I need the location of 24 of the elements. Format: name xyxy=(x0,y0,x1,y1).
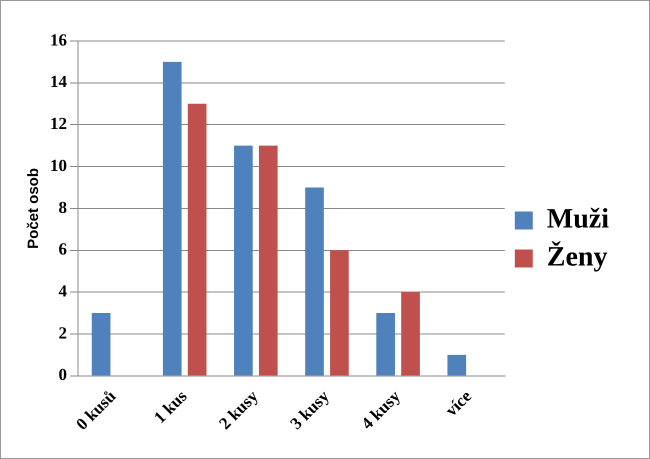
bar xyxy=(376,313,395,376)
y-tick-label: 10 xyxy=(50,156,67,175)
y-tick-label: 12 xyxy=(50,114,67,134)
y-tick-label: 2 xyxy=(58,323,67,342)
y-tick-label: 16 xyxy=(50,30,67,50)
bar xyxy=(188,104,206,376)
bar xyxy=(401,292,420,376)
legend-label: Ženy xyxy=(546,240,608,273)
x-tick-label: více xyxy=(442,386,476,420)
y-tick-label: 0 xyxy=(58,365,67,384)
y-tick-label: 8 xyxy=(58,198,67,217)
y-tick-label: 14 xyxy=(50,72,68,92)
x-tick-label: 1 kus xyxy=(150,386,191,428)
bar xyxy=(330,250,349,376)
y-tick-label: 6 xyxy=(58,240,67,259)
legend-label: Muži xyxy=(546,204,610,235)
bar xyxy=(234,146,253,376)
bar xyxy=(305,187,324,376)
bar xyxy=(162,62,182,376)
y-tick-label: 4 xyxy=(58,282,68,301)
y-axis-title: Počet osob xyxy=(25,168,42,249)
bar xyxy=(258,146,278,376)
bar xyxy=(447,354,466,376)
bar xyxy=(92,313,110,376)
